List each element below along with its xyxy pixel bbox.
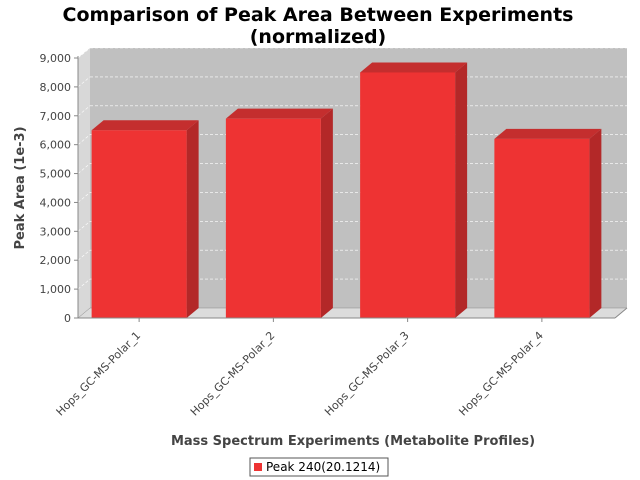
legend-swatch [254,463,262,471]
gridline-depth [77,134,91,145]
bar-side [455,62,468,318]
bar-side [320,108,333,319]
legend: Peak 240(20.1214) [249,457,389,477]
gridline-depth [77,249,91,261]
gridline-depth [77,192,91,203]
y-tick-label: 8,000 [40,81,72,94]
y-tick-label: 9,000 [40,52,72,65]
y-axis-label: Peak Area (1e-3) [13,126,28,249]
bar-top [360,62,468,73]
bar [360,72,456,318]
legend-box [249,457,389,477]
bar-side [589,128,602,318]
gridline-depth [77,221,91,232]
bar [494,138,590,318]
chart-title: Comparison of Peak Area Between Experime… [63,4,574,26]
y-axis: 0 1,000 2,000 3,000 4,000 5,000 6,000 7,000 8,00… [40,52,79,325]
y-tick-label: 0 [64,312,71,325]
y-tick-label: 2,000 [40,254,72,267]
bar [225,118,321,319]
legend-entry: Peak 240(20.1214) [266,460,380,474]
bar [91,130,187,318]
y-tick-label: 7,000 [40,110,72,123]
y-tick-label: 3,000 [40,225,72,238]
bars [91,62,602,319]
x-tick-label: Hops_GC-MS-Polar_4 [456,329,546,419]
gridline-depth [77,163,91,174]
y-tick-label: 5,000 [40,168,72,181]
x-axis: Hops_GC-MS-Polar_1 Hops_GC-MS-Polar_2 Hops… [54,307,628,419]
plot-left-wall [78,48,90,318]
x-axis-depth [614,307,628,319]
bar-side [186,120,199,318]
gridline-depth [77,47,91,59]
chart-subtitle: (normalized) [250,26,387,48]
x-tick-label: Hops_GC-MS-Polar_2 [188,329,278,419]
y-tick-label: 4,000 [40,196,72,209]
y-tick-label: 1,000 [40,283,72,296]
y-tick-label: 6,000 [40,139,72,152]
gridline-depth [77,278,91,290]
gridline-depth [77,76,91,88]
bar-top [91,120,199,131]
bar-top [494,128,602,139]
x-axis-label: Mass Spectrum Experiments (Metabolite Pr… [171,434,535,449]
bar-top [225,108,333,119]
x-tick-label: Hops_GC-MS-Polar_1 [54,329,144,419]
x-tick-label: Hops_GC-MS-Polar_3 [322,329,412,419]
gridline-depth [77,105,91,117]
